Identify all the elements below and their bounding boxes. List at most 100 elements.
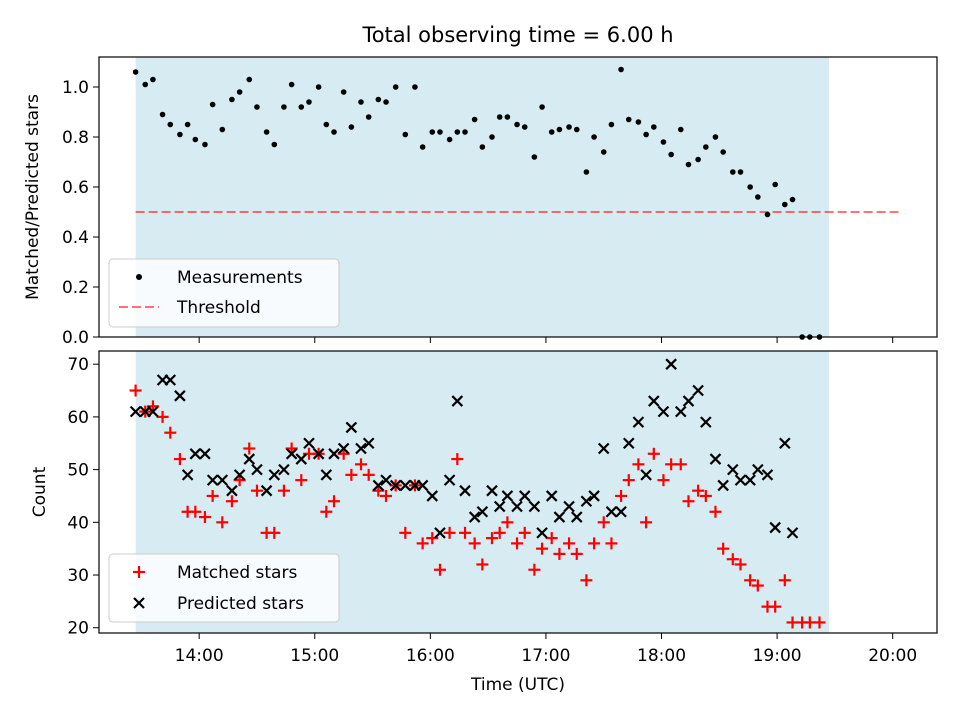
measurement-point [712,134,719,140]
predicted-star-point [268,469,281,481]
matched-star-point [129,384,142,397]
measurement-point [660,139,667,145]
measurement-point [419,144,426,150]
measurement-point [365,114,372,120]
matched-star-point [451,453,464,466]
measurement-point [281,104,287,110]
measurement-point [392,84,399,90]
ratio-y-axis-ticks: 0.0 0.2 0.4 0.6 0.8 1.0 [62,78,99,348]
predicted-star-point [700,416,712,428]
predicted-star-point [709,453,722,465]
measurement-point [635,119,642,125]
measurement-point [375,96,382,103]
y-tick-label: 30 [67,566,89,586]
legend-label-matched: Matched stars [177,563,297,583]
x-tick-label: 19:00 [753,646,802,666]
measurement-point [625,116,632,123]
predicted-star-point [580,495,593,508]
measurement-point [618,66,624,73]
matched-star-point [570,547,583,560]
measurement-point [685,161,692,168]
measurement-point [573,126,580,133]
matched-star-point [744,574,757,587]
x-tick-label: 16:00 [406,646,455,666]
predicted-star-point [243,453,256,465]
predicted-star-point [278,463,290,476]
matched-star-point [328,495,341,508]
measurement-point [150,76,156,83]
predicted-star-point [295,453,308,465]
measurement-point [566,124,572,130]
measurement-point [782,201,788,208]
predicted-star-point [501,490,514,502]
count-y-axis-label: Count [30,466,50,517]
predicted-star-point [518,490,531,502]
measurement-point [703,144,709,150]
measurement-point [496,114,503,120]
measurements-series [132,66,823,340]
predicted-star-point [761,469,774,481]
matched-star-point [476,558,489,571]
predicted-star-point [779,437,791,450]
matched-star-point [751,579,764,592]
matched-star-point [225,495,238,508]
matched-star-point [485,532,498,545]
measurement-point [209,101,216,108]
predicted-star-point [528,500,541,513]
matched-star-point [399,526,412,539]
measurement-point [429,129,436,135]
measurement-point [737,169,744,175]
matched-star-point [511,537,524,550]
matched-star-point [615,489,628,502]
x-tick-label: 17:00 [521,646,570,666]
predicted-star-point [786,527,799,539]
measurement-point [323,121,330,128]
measurement-point [789,196,796,203]
predicted-star-point [615,505,627,518]
y-tick-label: 0.6 [62,178,89,198]
measurement-point [489,134,495,140]
measurement-point [184,121,191,128]
predicted-star-point [362,437,375,450]
measurement-point [446,136,453,143]
ratio-panel: 0.0 0.2 0.4 0.6 0.8 1.0 Matched/Predicted sta… [23,56,938,348]
measurement-point [236,89,243,95]
predicted-stars-series [129,358,799,539]
predicted-star-point [147,405,159,418]
matched-star-point [536,542,549,555]
predicted-star-point [226,484,238,497]
y-tick-label: 0.4 [62,228,89,248]
measurement-point [271,141,278,148]
measurement-point [677,126,684,133]
measurement-point [521,124,528,130]
y-tick-label: 0.2 [62,278,89,298]
measurement-point [192,136,199,143]
measurement-point [454,129,461,135]
predicted-stars-legend-marker [133,597,145,609]
predicted-star-point [536,527,548,539]
y-tick-label: 1.0 [62,78,89,98]
measurement-point [591,134,597,140]
predicted-star-point [511,500,523,513]
predicted-star-point [303,437,315,450]
measurement-point [729,169,736,175]
predicted-star-point [563,500,575,513]
ratio-x-axis-ticks [198,337,894,343]
matched-star-point [459,526,472,539]
measurement-point [254,104,260,110]
predicted-star-point [345,421,358,434]
measurement-point [383,99,389,105]
count-legend: Matched stars Predicted stars [108,553,340,623]
matched-star-point [632,458,645,471]
predicted-star-point [665,358,677,370]
legend-label-threshold: Threshold [176,298,261,318]
measurement-point [556,126,563,133]
matched-star-point [778,574,791,587]
measurement-point [764,211,771,218]
predicted-star-point [189,448,202,460]
measurement-point [755,194,761,200]
predicted-star-point [648,395,660,407]
matched-stars-series [129,384,826,629]
matched-star-point [682,495,695,508]
